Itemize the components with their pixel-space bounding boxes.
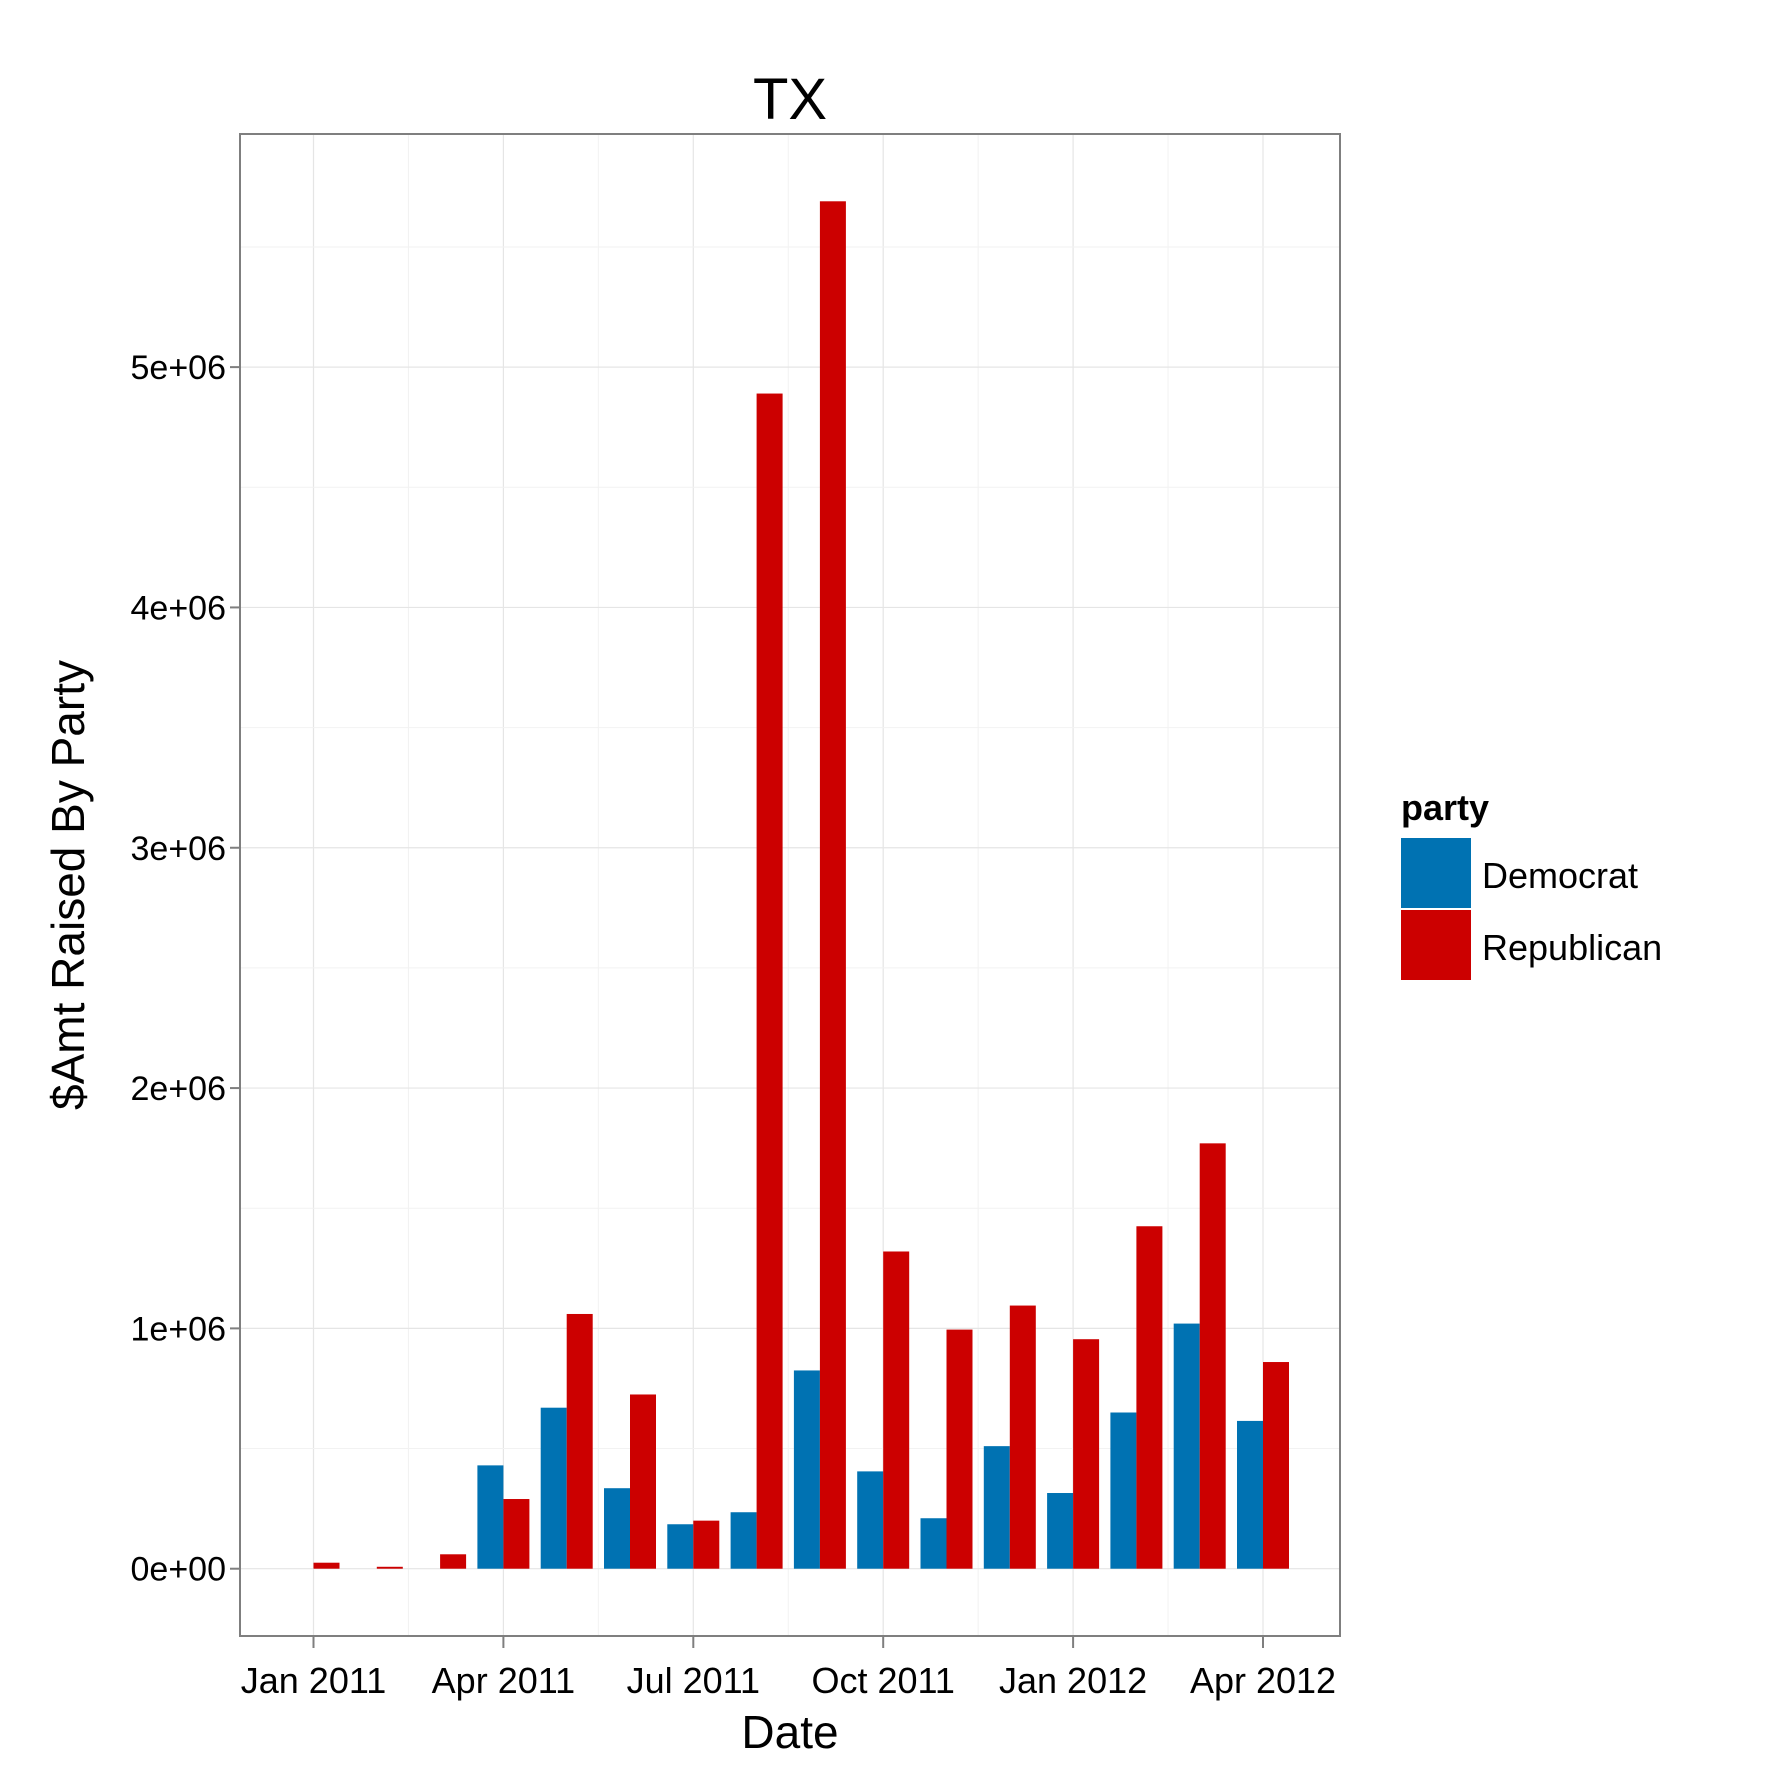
bar-democrat-jul-2011 <box>667 1524 694 1569</box>
bar-republican-jul-2011 <box>693 1520 720 1569</box>
x-tick-label: Oct 2011 <box>811 1660 954 1701</box>
legend-label-democrat: Democrat <box>1482 855 1638 896</box>
legend-title: party <box>1401 787 1489 828</box>
axis-layer: 0e+00 1e+06 2e+06 3e+06 4e+06 5e+06 Jan 2011 Ap… <box>131 349 1337 1701</box>
bar-republican-aug-2011 <box>756 393 783 1569</box>
x-tick-label: Apr 2012 <box>1190 1660 1336 1701</box>
bar-republican-feb-2011 <box>376 1566 403 1569</box>
legend-swatch-republican <box>1399 908 1473 982</box>
x-tick-label: Jan 2012 <box>999 1660 1147 1701</box>
bar-republican-jan-2012 <box>1073 1339 1100 1569</box>
bar-democrat-apr-2012 <box>1237 1420 1263 1569</box>
bar-republican-mar-2011 <box>440 1554 467 1569</box>
bar-republican-sep-2011 <box>819 201 846 1569</box>
bar-layer <box>313 201 1289 1569</box>
y-tick-label: 4e+06 <box>131 589 227 627</box>
bar-republican-may-2011 <box>566 1313 593 1569</box>
bar-republican-nov-2011 <box>946 1329 973 1569</box>
y-tick-label: 2e+06 <box>131 1070 227 1108</box>
x-tick-label: Jan 2011 <box>241 1660 386 1701</box>
x-tick-label: Apr 2011 <box>432 1660 575 1701</box>
bar-republican-mar-2012 <box>1199 1143 1226 1569</box>
bar-democrat-sep-2011 <box>793 1370 820 1569</box>
legend-label-republican: Republican <box>1482 927 1662 968</box>
bar-republican-apr-2012 <box>1263 1362 1289 1569</box>
bar-democrat-may-2011 <box>540 1407 567 1569</box>
bar-republican-jan-2011 <box>313 1562 340 1569</box>
bar-democrat-oct-2011 <box>857 1471 884 1569</box>
bar-republican-feb-2012 <box>1136 1226 1163 1569</box>
legend: party Democrat Republican <box>1399 787 1662 982</box>
bar-republican-jun-2011 <box>630 1394 656 1569</box>
bar-democrat-jun-2011 <box>604 1488 630 1569</box>
bar-democrat-apr-2011 <box>477 1465 504 1569</box>
bar-democrat-nov-2011 <box>920 1518 947 1569</box>
y-tick-label: 0e+00 <box>131 1551 227 1589</box>
legend-swatch-democrat <box>1399 836 1473 910</box>
x-tick-label: Jul 2011 <box>627 1660 760 1701</box>
bar-democrat-feb-2012 <box>1110 1412 1137 1569</box>
bar-democrat-aug-2011 <box>730 1512 757 1569</box>
bar-republican-oct-2011 <box>883 1251 910 1569</box>
y-tick-label: 3e+06 <box>131 830 227 868</box>
y-tick-label: 5e+06 <box>131 349 227 387</box>
y-axis-label: $Amt Raised By Party <box>42 660 94 1110</box>
bar-democrat-jan-2012 <box>1047 1493 1074 1569</box>
bar-democrat-dec-2011 <box>983 1446 1010 1569</box>
x-axis-label: Date <box>741 1706 838 1758</box>
chart-title: TX <box>753 67 827 132</box>
bar-democrat-mar-2012 <box>1173 1323 1200 1569</box>
y-tick-label: 1e+06 <box>131 1310 227 1348</box>
bar-republican-dec-2011 <box>1009 1305 1036 1569</box>
plot-border <box>239 133 1341 1637</box>
bar-republican-apr-2011 <box>503 1499 530 1569</box>
